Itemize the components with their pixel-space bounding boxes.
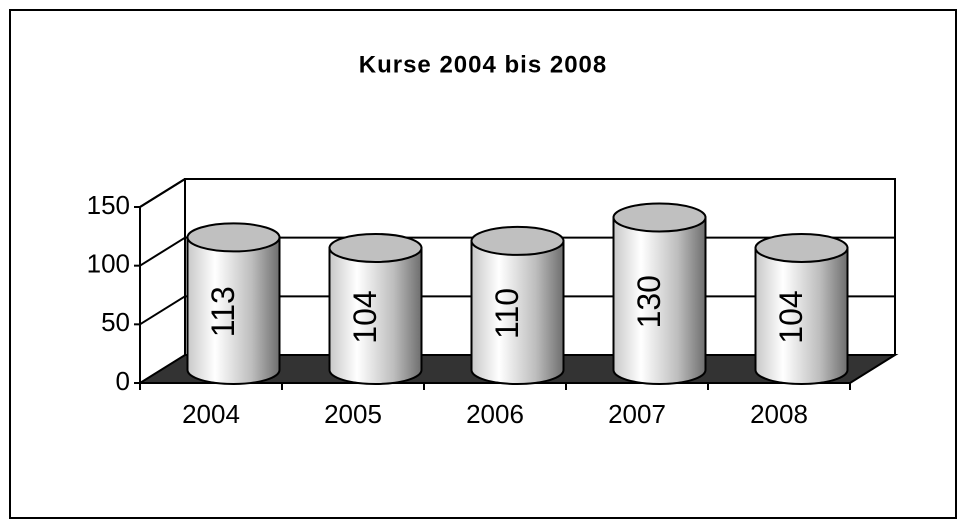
value-label: 104 [347, 290, 383, 343]
cylinder-body [612, 216, 707, 385]
x-tick-label: 2008 [750, 399, 808, 429]
cylinder-top [328, 232, 423, 263]
value-label: 110 [489, 288, 525, 339]
value-label: 130 [631, 275, 667, 328]
value-label: 104 [773, 290, 809, 343]
y-tick-label: 0 [116, 366, 130, 396]
x-tick-label: 2006 [466, 399, 524, 429]
value-label: 113 [205, 286, 241, 337]
chart-title: Kurse 2004 bis 2008 [359, 51, 608, 78]
cylinder-body [754, 246, 849, 385]
cylinder-body [328, 246, 423, 385]
cylinder-body [470, 239, 565, 385]
grid-line [139, 236, 186, 267]
cylinder [754, 232, 849, 385]
cylinder-top [754, 232, 849, 263]
cylinder-top [612, 202, 707, 233]
y-tick-label: 150 [87, 190, 130, 220]
cylinder [328, 232, 423, 385]
cylinder-top [186, 222, 281, 253]
cylinder-top [470, 225, 565, 256]
grid-line [139, 178, 186, 208]
y-tick-label: 100 [87, 249, 130, 279]
cylinder [612, 202, 707, 385]
cylinder-body [186, 236, 281, 385]
cylinder [470, 225, 565, 385]
x-tick-label: 2007 [608, 399, 666, 429]
x-tick-label: 2005 [324, 399, 382, 429]
x-tick-label: 2004 [182, 399, 240, 429]
cylinder [186, 222, 281, 385]
grid-line [139, 295, 186, 326]
y-tick-label: 50 [101, 307, 130, 337]
